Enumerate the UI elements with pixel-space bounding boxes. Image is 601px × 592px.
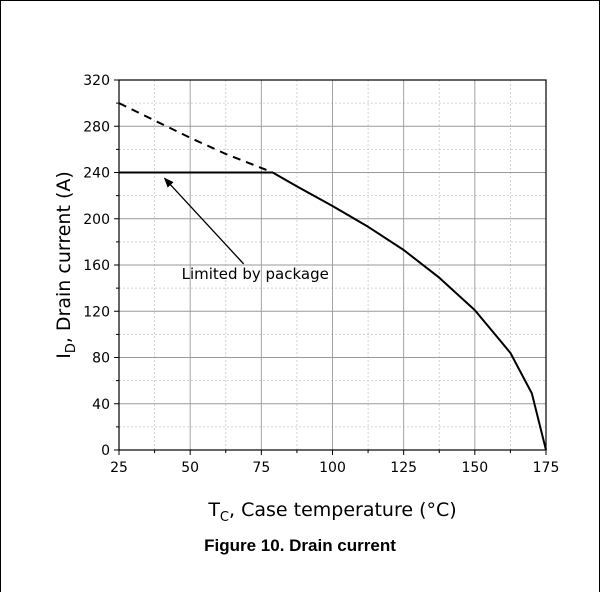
- x-axis-label-sub: C: [220, 510, 229, 525]
- y-tick-label: 200: [83, 212, 110, 228]
- y-tick-label: 40: [92, 397, 110, 413]
- drain-current-chart: Limited by package 25 50 75 100 125 150 175 0 4…: [53, 73, 559, 525]
- y-axis-label-sub: D: [64, 343, 79, 353]
- x-tick-label: 25: [110, 460, 128, 476]
- annotation-label: Limited by package: [182, 265, 329, 283]
- y-tick-label: 240: [83, 166, 110, 182]
- y-tick-label: 0: [101, 443, 110, 459]
- x-tick-label: 150: [461, 460, 488, 476]
- x-tick-label: 175: [533, 460, 560, 476]
- x-axis-ticks: 25 50 75 100 125 150 175: [110, 450, 559, 476]
- series-line-solid: [272, 171, 547, 451]
- series-line-dashed: [118, 102, 274, 174]
- x-axis-label: TC, Case temperature (°C): [207, 499, 456, 525]
- x-axis-label-main: T: [207, 499, 220, 521]
- y-axis-label-main: I: [53, 353, 75, 359]
- figure-caption: Figure 10. Drain current: [204, 536, 396, 555]
- annotation-arrow: [163, 177, 245, 265]
- x-tick-label: 100: [319, 460, 346, 476]
- x-tick-label: 125: [390, 460, 417, 476]
- y-tick-label: 280: [83, 119, 110, 135]
- series-layer: [118, 102, 547, 451]
- y-tick-label: 160: [83, 258, 110, 274]
- y-tick-label: 320: [83, 73, 110, 89]
- y-tick-label: 120: [83, 304, 110, 320]
- annotation-layer: Limited by package: [163, 177, 329, 283]
- y-axis-ticks: 0 40 80 120 160 200 240 280 320: [83, 73, 119, 459]
- y-axis-label-rest: , Drain current (A): [53, 171, 75, 343]
- x-tick-label: 75: [252, 460, 270, 476]
- y-tick-label: 80: [92, 351, 110, 367]
- x-axis-label-rest: , Case temperature (°C): [229, 499, 457, 521]
- y-axis-label: ID, Drain current (A): [53, 171, 79, 359]
- x-tick-label: 50: [181, 460, 199, 476]
